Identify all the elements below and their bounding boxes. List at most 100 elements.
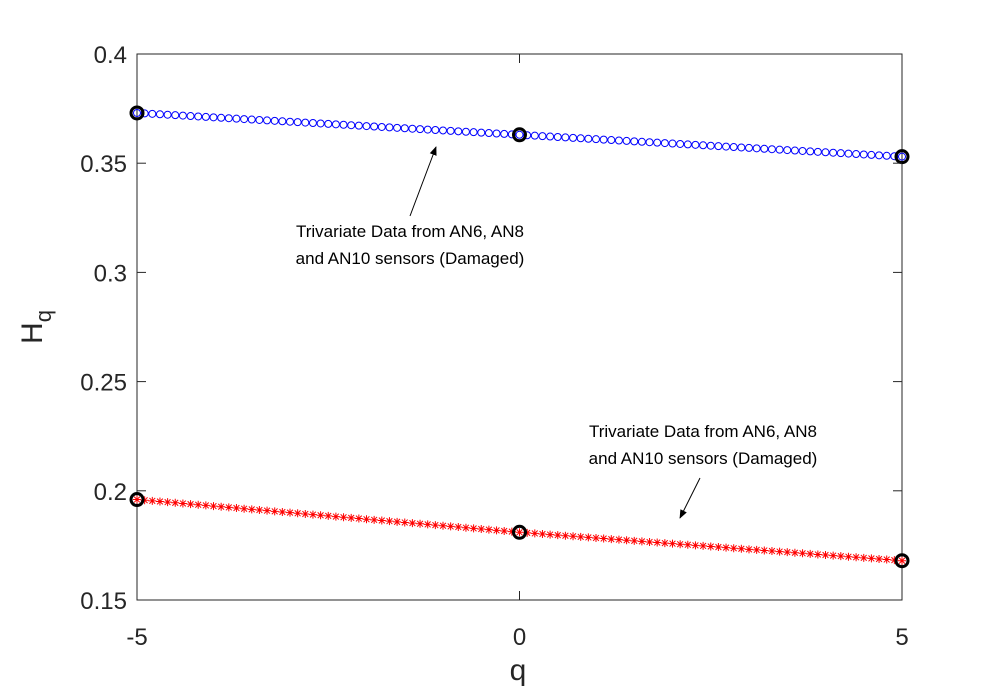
data-point [255,115,264,124]
data-point [408,519,417,528]
data-point [614,535,623,544]
data-point [683,540,692,549]
data-point [217,113,226,122]
data-point [263,506,272,515]
data-point [530,529,539,538]
x-tick-label: -5 [126,624,147,651]
data-point [599,534,608,543]
data-point [469,128,478,137]
data-point [752,545,761,554]
data-point [186,500,195,509]
data-point [316,119,325,128]
data-point [898,556,906,565]
data-point [454,523,463,532]
data-point [270,507,279,516]
data-point [630,536,639,545]
data-point [515,130,524,139]
data-point [584,533,593,542]
key-point [129,105,145,121]
y-tick-label: 0.15 [80,588,127,615]
data-point [714,543,723,552]
data-point [331,512,340,521]
data-point [622,136,631,145]
data-point [729,143,738,152]
data-point [446,522,455,531]
data-point [324,119,333,128]
data-point [286,117,294,126]
data-point [745,143,753,152]
data-point [293,118,302,127]
data-point [584,134,593,143]
data-point [775,547,784,556]
data-point [439,126,447,135]
data-point [301,118,310,127]
data-point [194,112,203,121]
data-point [347,513,356,522]
data-point [171,498,180,507]
data-point [660,539,669,548]
data-point [301,509,310,518]
data-point [393,517,402,526]
data-point [362,515,371,524]
data-point [171,111,180,120]
data-point [240,504,249,513]
data-point [645,537,654,546]
data-point [308,119,317,128]
data-point [722,543,731,552]
data-point [362,122,371,131]
data-point [775,145,784,154]
y-tick-label: 0.35 [80,151,127,178]
data-point [691,541,700,550]
data-point [852,553,861,562]
data-point [423,125,432,134]
data-point [836,552,845,561]
data-point [607,136,616,145]
data-point [553,132,562,141]
data-point [209,113,218,122]
data-point [270,116,279,125]
data-point [240,115,249,124]
y-tick-label: 0.4 [94,42,127,69]
data-point [829,148,838,157]
data-point [354,514,363,523]
key-point [129,492,145,508]
data-point [737,544,746,553]
data-point [706,542,715,551]
data-point [377,516,386,525]
data-point [637,137,646,146]
data-point [821,551,830,560]
data-point [875,151,884,160]
data-point [186,112,195,121]
data-point [599,135,608,144]
data-point [890,152,899,161]
data-point [798,146,807,155]
data-point [691,140,700,149]
annotation: Trivariate Data from AN6, AN8 [296,222,524,241]
data-point [286,508,294,517]
data-point [155,110,164,119]
data-point [729,544,738,553]
data-point [859,553,868,562]
data-point [683,140,692,149]
data-point [538,530,547,538]
data-point [217,502,226,511]
data-point [714,142,723,151]
data-point [653,138,662,147]
y-tick-label: 0.25 [80,370,127,397]
data-point [668,539,677,548]
data-point [148,109,157,118]
data-point [500,526,509,535]
x-tick-label: 0 [513,624,526,651]
data-point [882,151,891,160]
data-point [790,146,799,155]
data-point [316,511,325,520]
data-point [461,523,470,532]
data-point [201,112,210,121]
data-point [278,117,287,126]
data-point [416,125,425,134]
data-point [232,114,241,123]
data-point [699,141,708,150]
key-point [894,149,910,165]
data-point [676,139,685,148]
data-point [614,136,623,145]
